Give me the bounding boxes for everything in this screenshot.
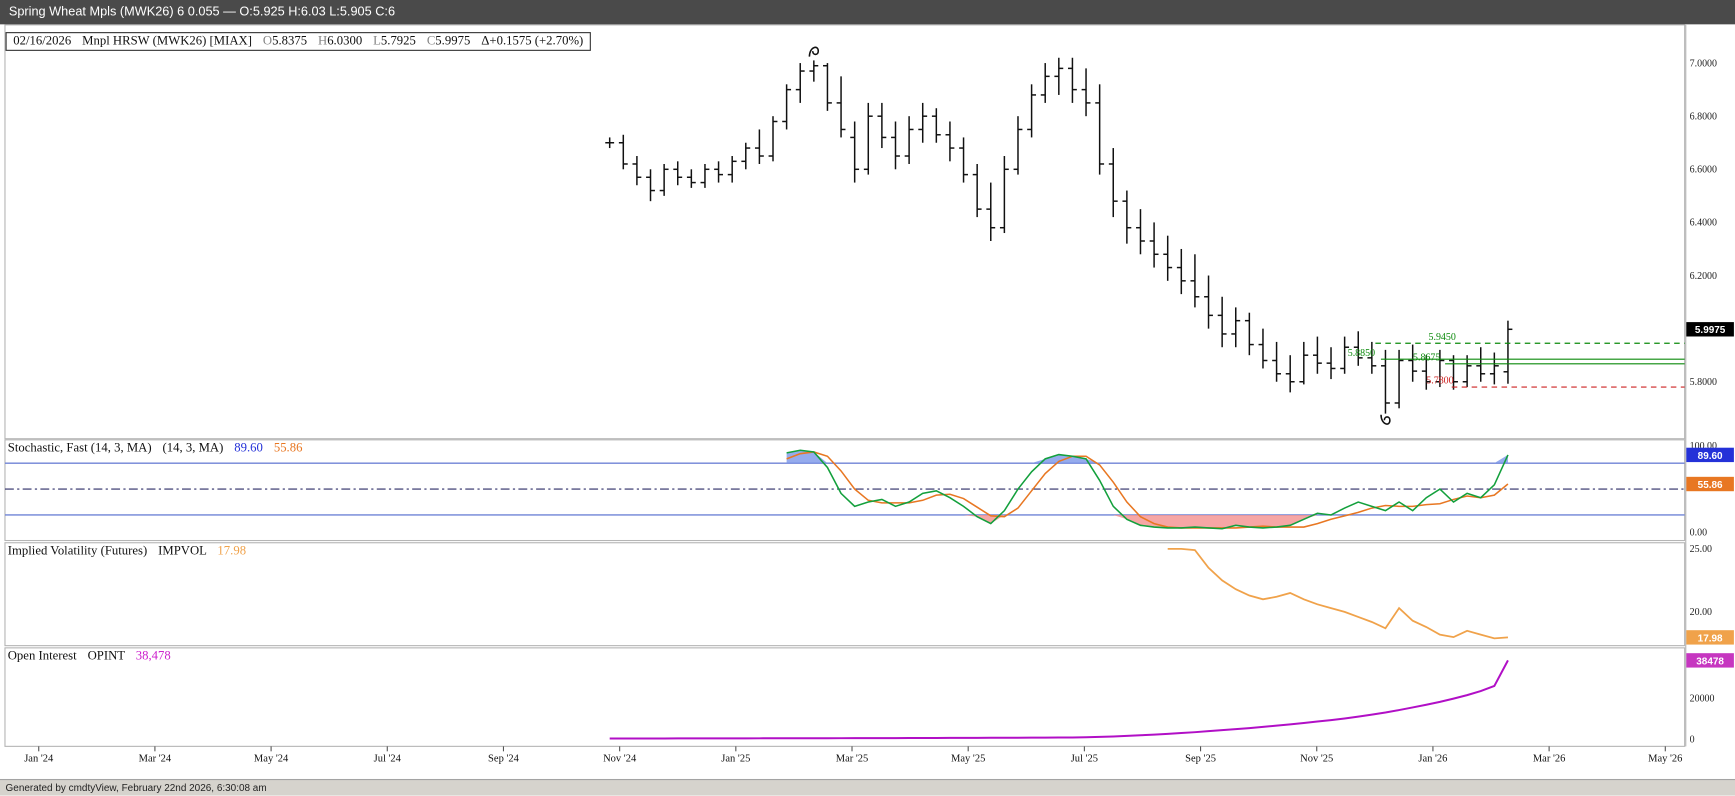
axis-tick-label: 6.6000	[1690, 165, 1717, 176]
open-interest-value: 38,478	[135, 649, 171, 663]
open-value: 5.8375	[272, 34, 308, 48]
time-axis-label: Jul '24	[373, 753, 401, 765]
implied-volatility-line	[1167, 547, 1509, 640]
open-interest-panel	[4, 647, 1686, 747]
time-axis-label: May '24	[253, 753, 289, 765]
hand-annotation-curl	[1380, 414, 1391, 425]
quote-header: 02/16/2026 Mnpl HRSW (MWK26) [MIAX] O5.8…	[5, 32, 592, 51]
time-axis-label: Sep '24	[488, 753, 519, 765]
status-text: Generated by cmdtyView, February 22nd 20…	[5, 782, 267, 794]
close-value: 5.9975	[435, 34, 471, 48]
implied-volatility-title: Implied Volatility (Futures)	[7, 544, 148, 558]
stochastic-d-badge-text: 55.86	[1698, 480, 1723, 491]
axis-tick-label: 20.00	[1690, 607, 1712, 618]
open-interest-panel-header: Open Interest OPINT 38,478	[8, 650, 171, 663]
price-level-label: 5.8850	[1348, 348, 1375, 359]
close-label: C	[426, 34, 436, 48]
window-title-bar: Spring Wheat Mpls (MWK26) 6 0.055 — O:5.…	[0, 0, 1735, 25]
time-axis-label: Nov '25	[1300, 753, 1334, 765]
open-interest-title: Open Interest	[7, 649, 77, 663]
implied-volatility-symbol: IMPVOL	[158, 544, 207, 558]
last-price-badge-text: 5.9975	[1695, 325, 1726, 336]
axis-tick-label: 0.00	[1690, 528, 1707, 539]
stochastic-panel-header: Stochastic, Fast (14, 3, MA) (14, 3, MA)…	[8, 441, 303, 454]
implied-volatility-panel-header: Implied Volatility (Futures) IMPVOL 17.9…	[8, 544, 246, 557]
time-axis-label: May '26	[1648, 753, 1683, 765]
hand-annotation-curl	[808, 46, 820, 57]
time-axis: Jan '24 Mar '24 May '24 Jul '24 Sep '24 Nov '…	[0, 754, 1735, 769]
axis-tick-label: 100.00	[1690, 441, 1717, 452]
oversold-fill	[786, 514, 1508, 529]
price-panel	[4, 24, 1686, 440]
time-axis-label: Mar '25	[835, 753, 869, 765]
time-axis-label: Sep '25	[1185, 753, 1216, 765]
time-axis-label: Jan '24	[24, 753, 54, 765]
open-interest-line	[609, 659, 1509, 740]
stochastic-k-badge-text: 89.60	[1698, 451, 1723, 462]
stochastic-d-badge	[1686, 476, 1734, 492]
last-price-badge	[1686, 322, 1734, 337]
stochastic-k-badge	[1686, 447, 1734, 463]
time-axis-label: Jul '25	[1070, 753, 1099, 765]
stochastic-title: Stochastic, Fast (14, 3, MA)	[7, 441, 152, 455]
implied-volatility-badge-text: 17.98	[1698, 633, 1723, 644]
axis-tick-label: 20000	[1690, 694, 1715, 705]
time-axis-label: May '25	[951, 753, 986, 765]
quote-date: 02/16/2026	[13, 34, 72, 48]
price-level-label: 5.9450	[1429, 332, 1456, 343]
stochastic-k-line	[786, 449, 1509, 530]
axis-tick-label: 25.00	[1690, 544, 1712, 555]
axis-tick-label: 6.4000	[1690, 218, 1717, 229]
implied-volatility-badge	[1686, 630, 1734, 645]
axis-tick-label: 5.8000	[1690, 377, 1717, 388]
stochastic-k-value: 89.60	[234, 441, 263, 455]
status-bar: Generated by cmdtyView, February 22nd 20…	[0, 778, 1735, 796]
high-label: H	[318, 34, 328, 48]
low-label: L	[373, 34, 381, 48]
axis-tick-label: 0	[1690, 734, 1695, 745]
price-level-label: 5.8675	[1413, 353, 1440, 364]
open-interest-badge	[1686, 653, 1734, 668]
low-value: 5.7925	[380, 34, 416, 48]
price-level-label: 5.7800	[1426, 376, 1453, 387]
open-interest-symbol: OPINT	[87, 649, 125, 663]
time-axis-label: Nov '24	[603, 753, 637, 765]
window-title: Spring Wheat Mpls (MWK26) 6 0.055 — O:5.…	[8, 5, 396, 19]
stochastic-panel	[4, 439, 1686, 542]
implied-volatility-value: 17.98	[217, 544, 247, 558]
axis-tick-label: 6.2000	[1690, 271, 1717, 282]
high-value: 6.0300	[327, 34, 363, 48]
contract-name: Mnpl HRSW (MWK26) [MIAX]	[82, 34, 252, 48]
time-axis-label: Mar '24	[138, 753, 172, 765]
axis-tick-label: 7.0000	[1690, 58, 1717, 69]
stochastic-params: (14, 3, MA)	[162, 441, 224, 455]
time-axis-label: Jan '25	[721, 753, 751, 765]
axis-tick-label: 6.8000	[1690, 112, 1717, 123]
implied-volatility-panel	[4, 542, 1686, 647]
open-label: O	[262, 34, 273, 48]
change-value: Δ+0.1575 (+2.70%)	[481, 34, 584, 48]
open-interest-badge-text: 38478	[1696, 656, 1724, 667]
time-axis-label: Jan '26	[1418, 753, 1448, 765]
stochastic-d-value: 55.86	[273, 441, 303, 455]
time-axis-label: Mar '26	[1532, 753, 1566, 765]
